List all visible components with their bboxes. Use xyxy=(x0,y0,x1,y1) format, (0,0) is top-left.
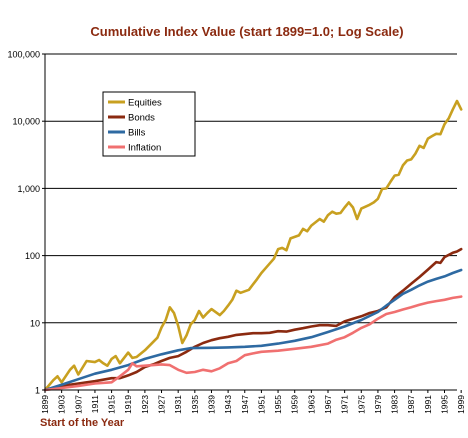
x-tick-label: 1939 xyxy=(206,395,216,414)
x-tick-label: 1931 xyxy=(173,395,183,414)
x-tick-label: 1971 xyxy=(340,395,350,414)
x-tick-label: 1951 xyxy=(256,395,266,414)
axis-layer: 1 10 100 1,000 10,000 100,000 1899 1903 1907 1911… xyxy=(7,50,466,414)
y-tick-label: 100 xyxy=(25,251,40,261)
x-tick-label: 1927 xyxy=(157,395,167,414)
x-tick-label: 1943 xyxy=(223,395,233,414)
series-line-bonds xyxy=(43,247,463,392)
legend-label-bonds: Bonds xyxy=(128,113,155,124)
legend: Equities Bonds Bills Inflation xyxy=(102,91,196,157)
x-tick-label: 1967 xyxy=(323,395,333,414)
x-tick-label: 1999 xyxy=(456,395,466,414)
x-tick-label: 1975 xyxy=(356,395,366,414)
x-tick-label: 1915 xyxy=(107,395,117,414)
x-tick-label: 1995 xyxy=(440,395,450,414)
x-tick-label: 1923 xyxy=(140,395,150,414)
x-axis-label: Start of the Year xyxy=(40,417,125,429)
legend-label-bills: Bills xyxy=(128,128,146,139)
series-layer xyxy=(43,99,463,392)
x-tick-label: 1959 xyxy=(290,395,300,414)
legend-label-equities: Equities xyxy=(128,98,162,109)
series-line-bills xyxy=(43,268,463,392)
x-tick-label: 1903 xyxy=(57,395,67,414)
series-line-equities xyxy=(43,99,463,392)
x-tick-label: 1987 xyxy=(406,395,416,414)
legend-label-inflation: Inflation xyxy=(128,143,161,154)
y-tick-label: 10,000 xyxy=(12,117,40,127)
y-tick-label: 1 xyxy=(35,386,40,396)
y-tick-label: 100,000 xyxy=(7,50,40,60)
x-tick-label: 1991 xyxy=(423,395,433,414)
x-tick-label: 1955 xyxy=(273,395,283,414)
x-tick-label: 1919 xyxy=(123,395,133,414)
x-tick-label: 1907 xyxy=(73,395,83,414)
y-tick-label: 1,000 xyxy=(17,184,40,194)
chart-title: Cumulative Index Value (start 1899=1.0; … xyxy=(90,24,403,39)
x-tick-label: 1899 xyxy=(40,395,50,414)
x-tick-label: 1935 xyxy=(190,395,200,414)
x-tick-label: 1979 xyxy=(373,395,383,414)
x-tick-label: 1911 xyxy=(90,395,100,414)
x-tick-label: 1963 xyxy=(306,395,316,414)
x-tick-label: 1947 xyxy=(240,395,250,414)
series-line-inflation xyxy=(43,295,463,392)
y-tick-label: 10 xyxy=(30,318,40,328)
x-tick-label: 1983 xyxy=(390,395,400,414)
